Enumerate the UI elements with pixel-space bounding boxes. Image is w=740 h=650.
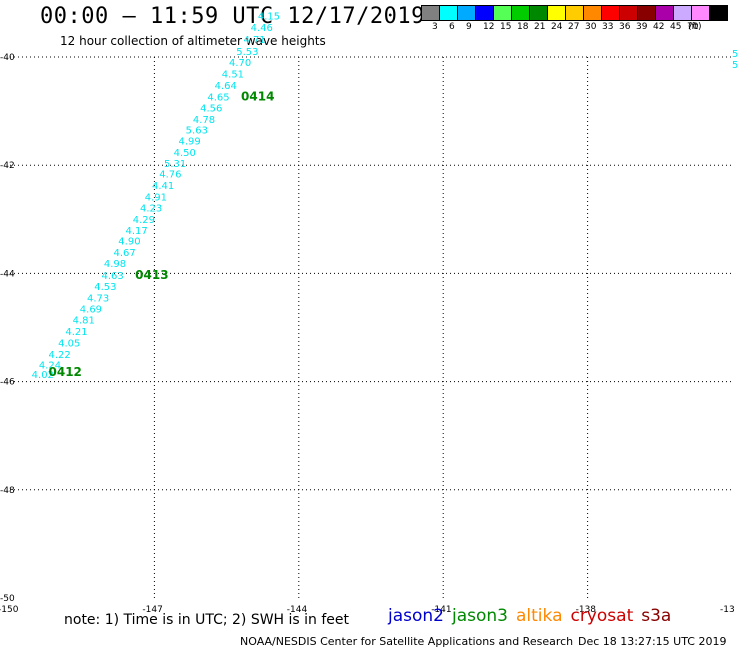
swh-reading-edge: 5 — [732, 60, 738, 71]
swh-reading: 4.91 — [145, 192, 167, 203]
swh-reading: 4.78 — [193, 115, 215, 126]
legend-label: 30 — [585, 22, 597, 32]
satellite-jason3: jason3 — [452, 606, 508, 626]
lon-tick-label: -150 — [0, 605, 19, 615]
swh-reading: 4.24 — [39, 361, 61, 372]
legend-label: 27 — [568, 22, 580, 32]
footer-note: note: 1) Time is in UTC; 2) SWH is in fe… — [64, 612, 350, 628]
legend-label: 15 — [500, 22, 512, 32]
legend-swatch — [530, 5, 548, 21]
satellite-s3a: s3a — [641, 606, 672, 626]
legend-label: 36 — [619, 22, 631, 32]
legend-label: 70 — [687, 22, 699, 32]
legend-swatch — [602, 5, 620, 21]
swh-reading: 5.31 — [164, 159, 186, 170]
legend-swatch — [656, 5, 674, 21]
swh-reading: 4.02 — [32, 370, 54, 381]
lon-tick-label: -141 — [431, 605, 451, 615]
swh-reading: 4.22 — [49, 350, 71, 361]
swh-reading: 4.73 — [87, 294, 109, 305]
legend-label: 39 — [636, 22, 648, 32]
legend-swatch — [620, 5, 638, 21]
legend-swatch — [494, 5, 512, 21]
swh-reading: 4.23 — [140, 204, 162, 215]
page-title: 00:00 – 11:59 UTC 12/17/2019 — [40, 4, 425, 29]
swh-reading: 4.63 — [101, 271, 123, 282]
swh-reading: 4.21 — [65, 327, 87, 338]
legend-swatch — [512, 5, 530, 21]
legend-label: 45 — [670, 22, 682, 32]
wave-height-legend — [421, 5, 728, 21]
swh-reading: 4.51 — [222, 70, 244, 81]
swh-reading: 4.99 — [178, 137, 200, 148]
legend-swatch — [548, 5, 566, 21]
lat-tick-label: -44 — [0, 269, 15, 279]
lat-tick-label: -42 — [0, 161, 15, 171]
footer-credit: NOAA/NESDIS Center for Satellite Applica… — [240, 635, 574, 648]
legend-label: 18 — [517, 22, 529, 32]
legend-label: 3 — [432, 22, 438, 32]
legend-swatch — [692, 5, 710, 21]
lat-tick-label: -40 — [0, 53, 15, 63]
legend-swatch — [674, 5, 692, 21]
legend-unit: (ft) — [688, 22, 702, 32]
legend-swatch — [476, 5, 494, 21]
pass-time-label: 0414 — [241, 89, 274, 103]
legend-label: 9 — [466, 22, 472, 32]
lat-tick-label: -46 — [0, 378, 15, 388]
lat-tick-label: -50 — [0, 594, 15, 604]
swh-reading: 4.98 — [104, 259, 126, 270]
swh-reading: 4.56 — [200, 104, 222, 115]
legend-swatch — [566, 5, 584, 21]
swh-reading: 4.69 — [80, 304, 102, 315]
pass-time-label: 0413 — [135, 268, 168, 282]
swh-reading: 4.41 — [152, 181, 174, 192]
legend-swatch — [710, 5, 728, 21]
lat-tick-label: -48 — [0, 486, 15, 496]
swh-reading: 4.90 — [118, 237, 140, 248]
swh-reading: 4.17 — [126, 226, 148, 237]
swh-reading: 4.65 — [207, 92, 229, 103]
satellite-legend: jason2 jason3 altika cryosat s3a — [388, 606, 679, 626]
satellite-cryosat: cryosat — [570, 606, 634, 626]
legend-swatch — [458, 5, 476, 21]
lon-tick-label: -138 — [576, 605, 597, 615]
lon-tick-label: -147 — [142, 605, 162, 615]
pass-time-label: 0412 — [49, 365, 82, 379]
legend-swatch — [638, 5, 656, 21]
swh-reading: 4.46 — [251, 23, 273, 34]
footer-timestamp: Dec 18 13:27:15 UTC 2019 — [578, 635, 727, 648]
legend-label: 33 — [602, 22, 614, 32]
lon-tick-label: -144 — [287, 605, 308, 615]
swh-reading-edge: 5 — [732, 49, 738, 60]
satellite-jason2: jason2 — [388, 606, 444, 626]
swh-reading: 5.63 — [186, 125, 208, 136]
legend-swatch — [421, 5, 440, 21]
swh-reading: 4.29 — [133, 215, 155, 226]
swh-reading: 4.81 — [73, 316, 95, 327]
legend-label: 21 — [534, 22, 546, 32]
legend-label: 12 — [483, 22, 495, 32]
page-subtitle: 12 hour collection of altimeter wave hei… — [60, 34, 326, 48]
swh-reading: 4.71 — [243, 35, 265, 46]
swh-reading: 4.76 — [159, 170, 181, 181]
swh-reading: 4.05 — [58, 338, 80, 349]
swh-reading: 5.53 — [236, 47, 258, 58]
swh-reading: 4.67 — [113, 248, 135, 259]
legend-label: 24 — [551, 22, 563, 32]
satellite-altika: altika — [516, 606, 563, 626]
swh-reading: 4.70 — [229, 58, 251, 69]
lon-tick-label: -13 — [720, 605, 735, 615]
swh-reading: 4.64 — [215, 81, 237, 92]
legend-swatch — [584, 5, 602, 21]
swh-reading: 4.53 — [94, 282, 116, 293]
legend-swatch — [440, 5, 458, 21]
legend-label: 42 — [653, 22, 665, 32]
swh-reading: 4.50 — [174, 148, 196, 159]
legend-label: 6 — [449, 22, 455, 32]
swh-reading: 4.15 — [258, 12, 280, 23]
